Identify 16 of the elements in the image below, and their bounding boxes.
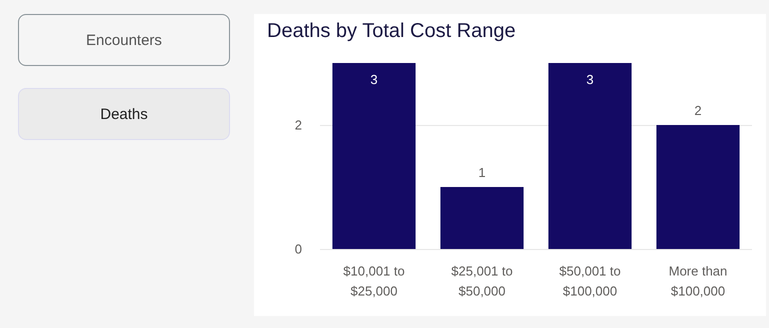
data-label: 3 bbox=[370, 72, 378, 87]
data-label: 1 bbox=[478, 165, 486, 180]
y-tick-label: 0 bbox=[294, 242, 302, 256]
text: Encounters bbox=[18, 14, 230, 66]
bar bbox=[548, 63, 632, 249]
x-tick-label: $25,001 to $50,000 bbox=[451, 264, 513, 298]
bar bbox=[332, 63, 416, 249]
x-tick-label: $50,001 to $100,000 bbox=[559, 264, 621, 298]
x-tick-label: More than $100,000 bbox=[668, 264, 728, 298]
bar bbox=[440, 187, 524, 249]
data-label: 3 bbox=[586, 72, 594, 87]
bar bbox=[656, 125, 740, 249]
chart-title: Deaths by Total Cost Range bbox=[267, 20, 516, 42]
text: Deaths bbox=[18, 88, 230, 140]
x-tick-label: $10,001 to $25,000 bbox=[343, 264, 405, 298]
data-label: 2 bbox=[694, 103, 702, 118]
